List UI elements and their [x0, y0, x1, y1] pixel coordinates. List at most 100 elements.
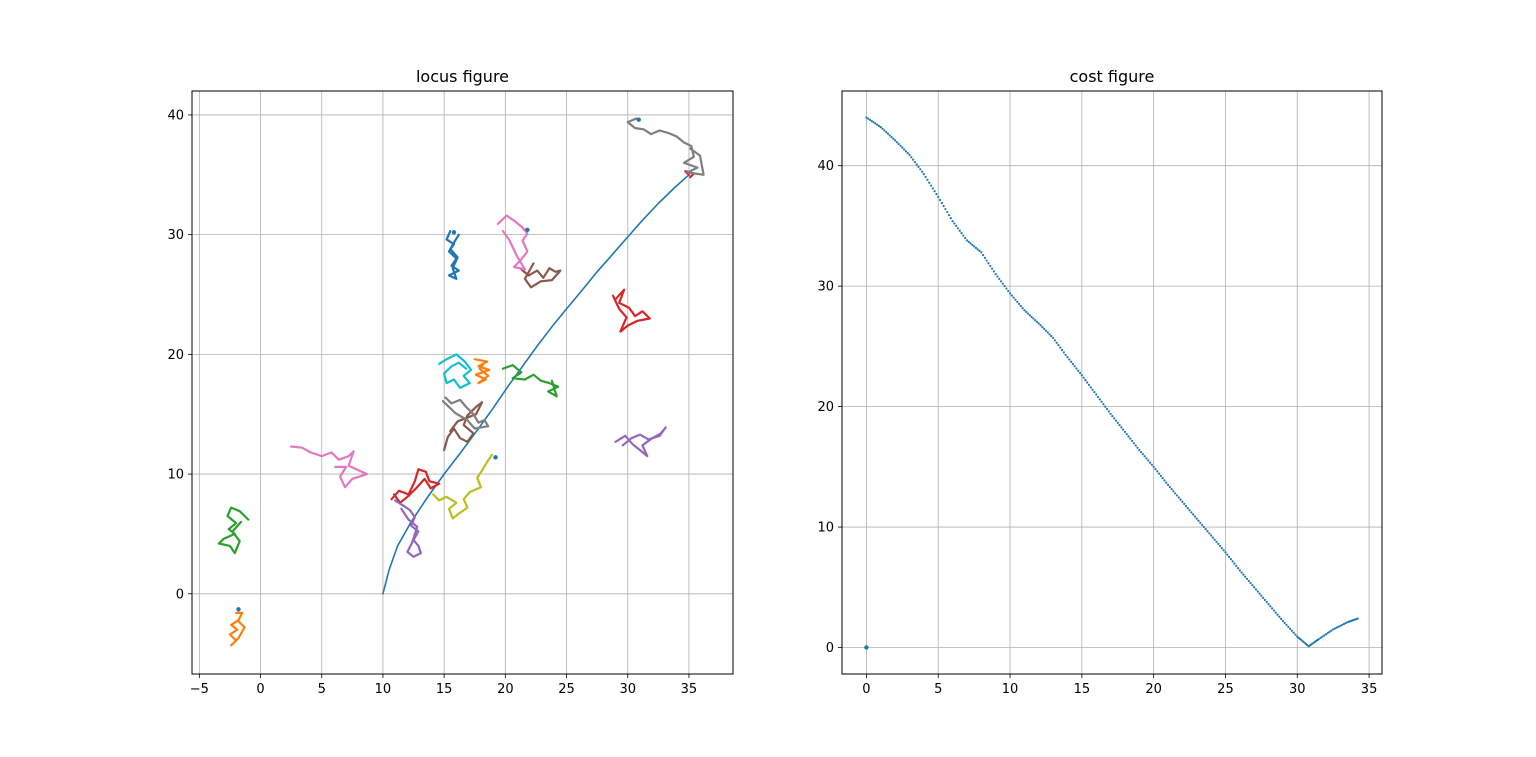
cost-scatter-point: [1125, 433, 1128, 436]
cost-scatter-point: [1139, 450, 1143, 454]
cost-scatter-point: [1272, 609, 1276, 612]
cost-scatter-point: [1276, 613, 1279, 616]
locus-plot-frame: [191, 90, 734, 675]
cost-scatter-point: [1341, 623, 1344, 627]
cost-xtick-label: 5: [934, 682, 942, 697]
cost-scatter-point: [1059, 346, 1062, 349]
cost-scatter-point: [947, 213, 951, 217]
cost-scatter-point: [881, 127, 884, 130]
cost-scatter-point: [1301, 640, 1305, 643]
cost-scatter-point: [1193, 515, 1197, 518]
cost-scatter-point: [1326, 631, 1329, 635]
cost-scatter-point: [946, 210, 949, 214]
cost-xtick-label: 0: [862, 682, 870, 697]
cost-scatter-point: [874, 122, 877, 125]
cost-scatter-point: [1324, 633, 1328, 636]
locus-trajectory-line: [382, 174, 690, 595]
cost-scatter-point: [1154, 467, 1157, 471]
cost-scatter-point: [872, 121, 875, 124]
cost-scatter-point: [929, 184, 933, 187]
locus-data: [217, 117, 705, 647]
cost-scatter-point: [1328, 630, 1331, 633]
cost-scatter-point: [987, 262, 990, 265]
locus-walk-path: [501, 364, 560, 398]
cost-scatter-point: [1201, 523, 1204, 527]
cost-scatter-point: [1274, 611, 1277, 614]
locus-xtick-label: 30: [619, 682, 636, 697]
cost-scatter-point: [1100, 400, 1103, 403]
cost-scatter-point: [1041, 325, 1044, 329]
locus-grid: [192, 91, 733, 674]
cost-scatter-point: [1109, 412, 1112, 415]
cost-scatter-point: [1084, 378, 1087, 382]
cost-scatter-point: [1317, 637, 1320, 641]
cost-scatter-point: [1096, 395, 1100, 399]
cost-scatter-point: [935, 193, 938, 196]
cost-scatter-point: [1300, 639, 1303, 642]
cost-scatter-point: [922, 173, 925, 176]
cost-scatter-point: [1197, 519, 1200, 522]
cost-scatter-point: [1021, 307, 1024, 310]
cost-scatter-point: [1294, 633, 1297, 636]
cost-scatter-point: [1157, 472, 1161, 475]
cost-scatter-point: [940, 201, 943, 205]
cost-scatter-point: [1224, 551, 1227, 554]
locus-ytick-label: 0: [176, 587, 184, 602]
cost-scatter-point: [1007, 289, 1010, 293]
cost-scatter-point: [1069, 360, 1073, 363]
cost-scatter-point: [1023, 309, 1026, 312]
cost-scatter-point: [985, 259, 988, 262]
cost-scatter-point: [1269, 605, 1272, 608]
cost-scatter-point: [1229, 558, 1232, 561]
cost-scatter-point: [1026, 312, 1030, 315]
cost-scatter-point: [1053, 339, 1057, 342]
cost-xtick-label: 35: [1361, 682, 1378, 697]
cost-scatter-point: [917, 165, 920, 168]
cost-scatter-point: [1012, 296, 1015, 299]
locus-walk-path: [443, 401, 484, 452]
cost-scatter-point: [1290, 629, 1293, 632]
cost-scatter-point: [1120, 426, 1123, 429]
cost-scatter-point: [888, 134, 891, 137]
locus-marker-point: [525, 227, 530, 233]
locus-marker-point: [451, 230, 457, 235]
cost-scatter-point: [1333, 627, 1337, 630]
cost-scatter-point: [906, 151, 909, 155]
cost-scatter-point: [1280, 617, 1283, 620]
cost-scatter-point: [1256, 590, 1259, 593]
cost-scatter-point: [1123, 430, 1127, 433]
cost-scatter-point: [877, 124, 881, 128]
cost-scatter-point: [1104, 405, 1107, 408]
cost-scatter-point: [876, 123, 879, 126]
cost-scatter-point: [1148, 461, 1152, 464]
cost-scatter-point: [885, 131, 888, 134]
locus-ytick-label: 10: [167, 468, 184, 483]
cost-scatter-point: [1249, 581, 1252, 585]
cost-scatter-point: [990, 267, 994, 270]
cost-scatter-point: [901, 146, 904, 149]
cost-scatter-point: [1247, 579, 1250, 583]
locus-axes: −5 0 5 10 15 20 25 30 35 0 10 20 30 40 locus figure: [167, 67, 734, 697]
cost-scatter-point: [1064, 353, 1067, 356]
locus-xtick-label: 5: [318, 682, 326, 697]
cost-scatter-point: [1285, 623, 1288, 627]
cost-scatter-point: [1202, 525, 1206, 529]
cost-xtick-label: 20: [1145, 682, 1162, 697]
cost-xtick-label: 25: [1217, 682, 1234, 697]
cost-scatter-point: [1330, 629, 1333, 632]
cost-scatter-point: [1283, 621, 1286, 625]
cost-scatter-point: [1147, 459, 1150, 462]
cost-scatter-point: [1323, 634, 1326, 637]
cost-scatter-point: [960, 232, 963, 235]
cost-scatter-point: [894, 139, 897, 142]
cost-xtick-label: 15: [1074, 682, 1091, 697]
locus-walk-path: [438, 353, 473, 389]
cost-scatter-point: [998, 277, 1001, 281]
cost-scatter-point: [924, 175, 927, 179]
cost-scatter-point: [1052, 336, 1055, 340]
cost-scatter-point: [951, 219, 954, 223]
locus-xtick-label: 25: [558, 682, 575, 697]
cost-scatter-point: [1046, 331, 1049, 334]
cost-ticks: 0 5 10 15 20 25 30 35 0 10 20 30 40: [817, 159, 1377, 697]
